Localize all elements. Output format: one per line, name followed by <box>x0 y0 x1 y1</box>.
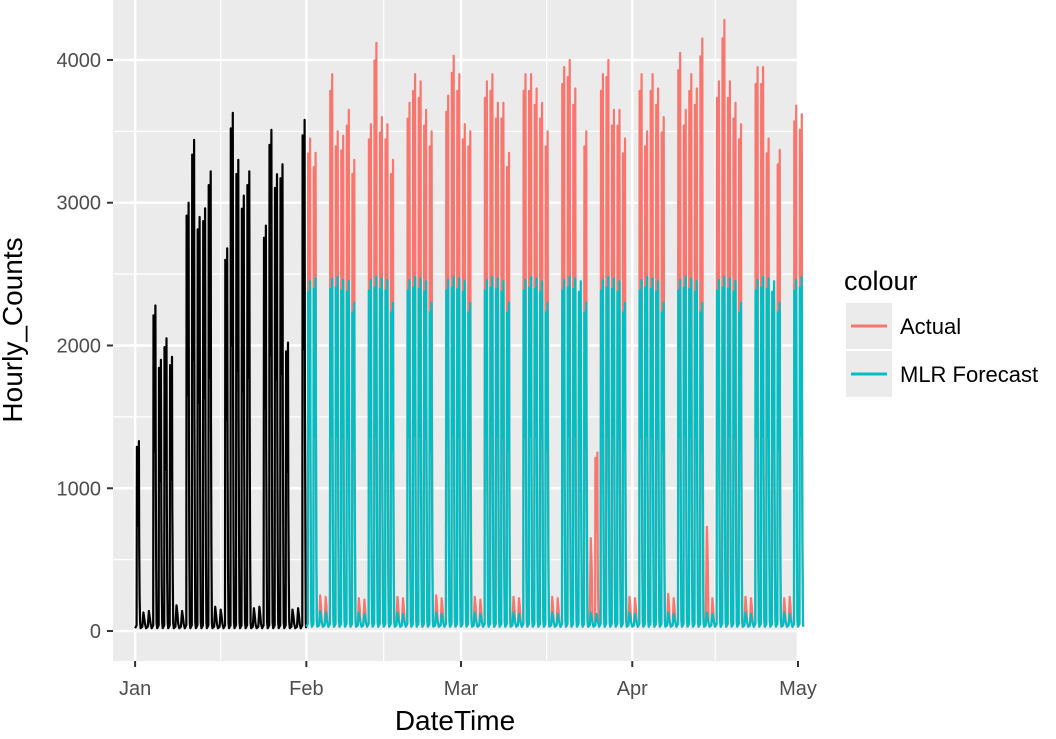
legend-title: colour <box>844 266 918 296</box>
y-tick-label: 1000 <box>57 478 102 500</box>
x-tick-label: Apr <box>617 678 648 700</box>
series-line-mlr-forecast <box>305 275 805 628</box>
y-axis: 0 1000 2000 3000 4000 <box>57 50 113 643</box>
x-tick-label: Jan <box>119 678 151 700</box>
y-axis-title: Hourly_Counts <box>0 237 28 422</box>
legend-label-mlr-forecast: MLR Forecast <box>900 362 1038 387</box>
x-axis-title: DateTime <box>395 705 515 734</box>
y-tick-label: 3000 <box>57 193 102 215</box>
y-tick-label: 0 <box>90 621 101 643</box>
legend: colour Actual MLR Forecast <box>844 266 1038 397</box>
y-tick-label: 2000 <box>57 335 102 357</box>
x-axis: Jan Feb Mar Apr May <box>119 661 817 700</box>
series-lines <box>134 18 805 630</box>
x-tick-label: Feb <box>289 678 323 700</box>
series-line-training <box>134 111 308 630</box>
legend-label-actual: Actual <box>900 314 961 339</box>
y-tick-label: 4000 <box>57 50 102 72</box>
x-tick-label: May <box>779 678 817 700</box>
x-tick-label: Mar <box>444 678 479 700</box>
